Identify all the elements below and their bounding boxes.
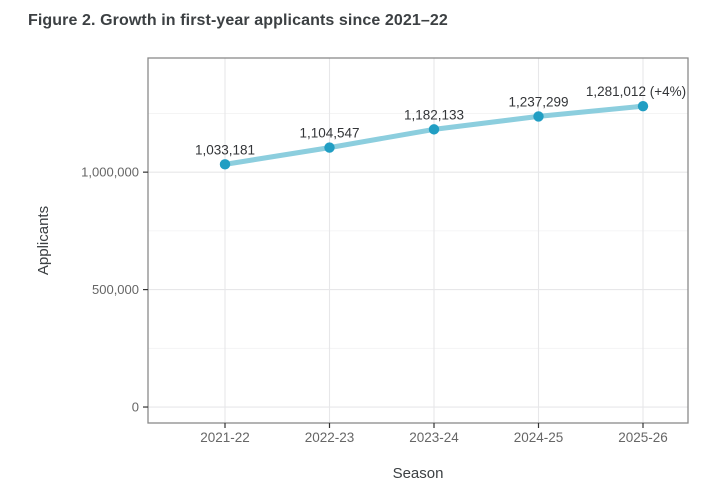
data-point (324, 142, 335, 153)
y-tick-label: 500,000 (92, 282, 139, 297)
y-axis-title: Applicants (35, 206, 52, 275)
panel-border (147, 57, 689, 424)
y-tick-label: 1,000,000 (81, 165, 139, 180)
x-tick-label: 2025-26 (618, 430, 668, 445)
plot-panel (148, 58, 688, 423)
data-point-label: 1,104,547 (299, 126, 359, 141)
data-point-label: 1,281,012 (+4%) (586, 84, 686, 99)
data-point (637, 100, 649, 112)
data-point-label: 1,237,299 (508, 94, 568, 109)
data-point (219, 159, 231, 170)
x-tick-label: 2023-24 (409, 430, 459, 445)
x-tick-label: 2022-23 (305, 430, 355, 445)
figure-title: Figure 2. Growth in first-year applicant… (28, 12, 448, 29)
x-axis-title: Season (393, 465, 444, 482)
data-point (533, 111, 544, 122)
data-point (428, 124, 440, 135)
y-tick-label: 0 (132, 400, 139, 415)
x-tick-label: 2021-22 (200, 430, 250, 445)
data-point-label: 1,033,181 (195, 142, 255, 157)
x-tick-label: 2024-25 (514, 430, 564, 445)
data-point-label: 1,182,133 (404, 107, 464, 122)
